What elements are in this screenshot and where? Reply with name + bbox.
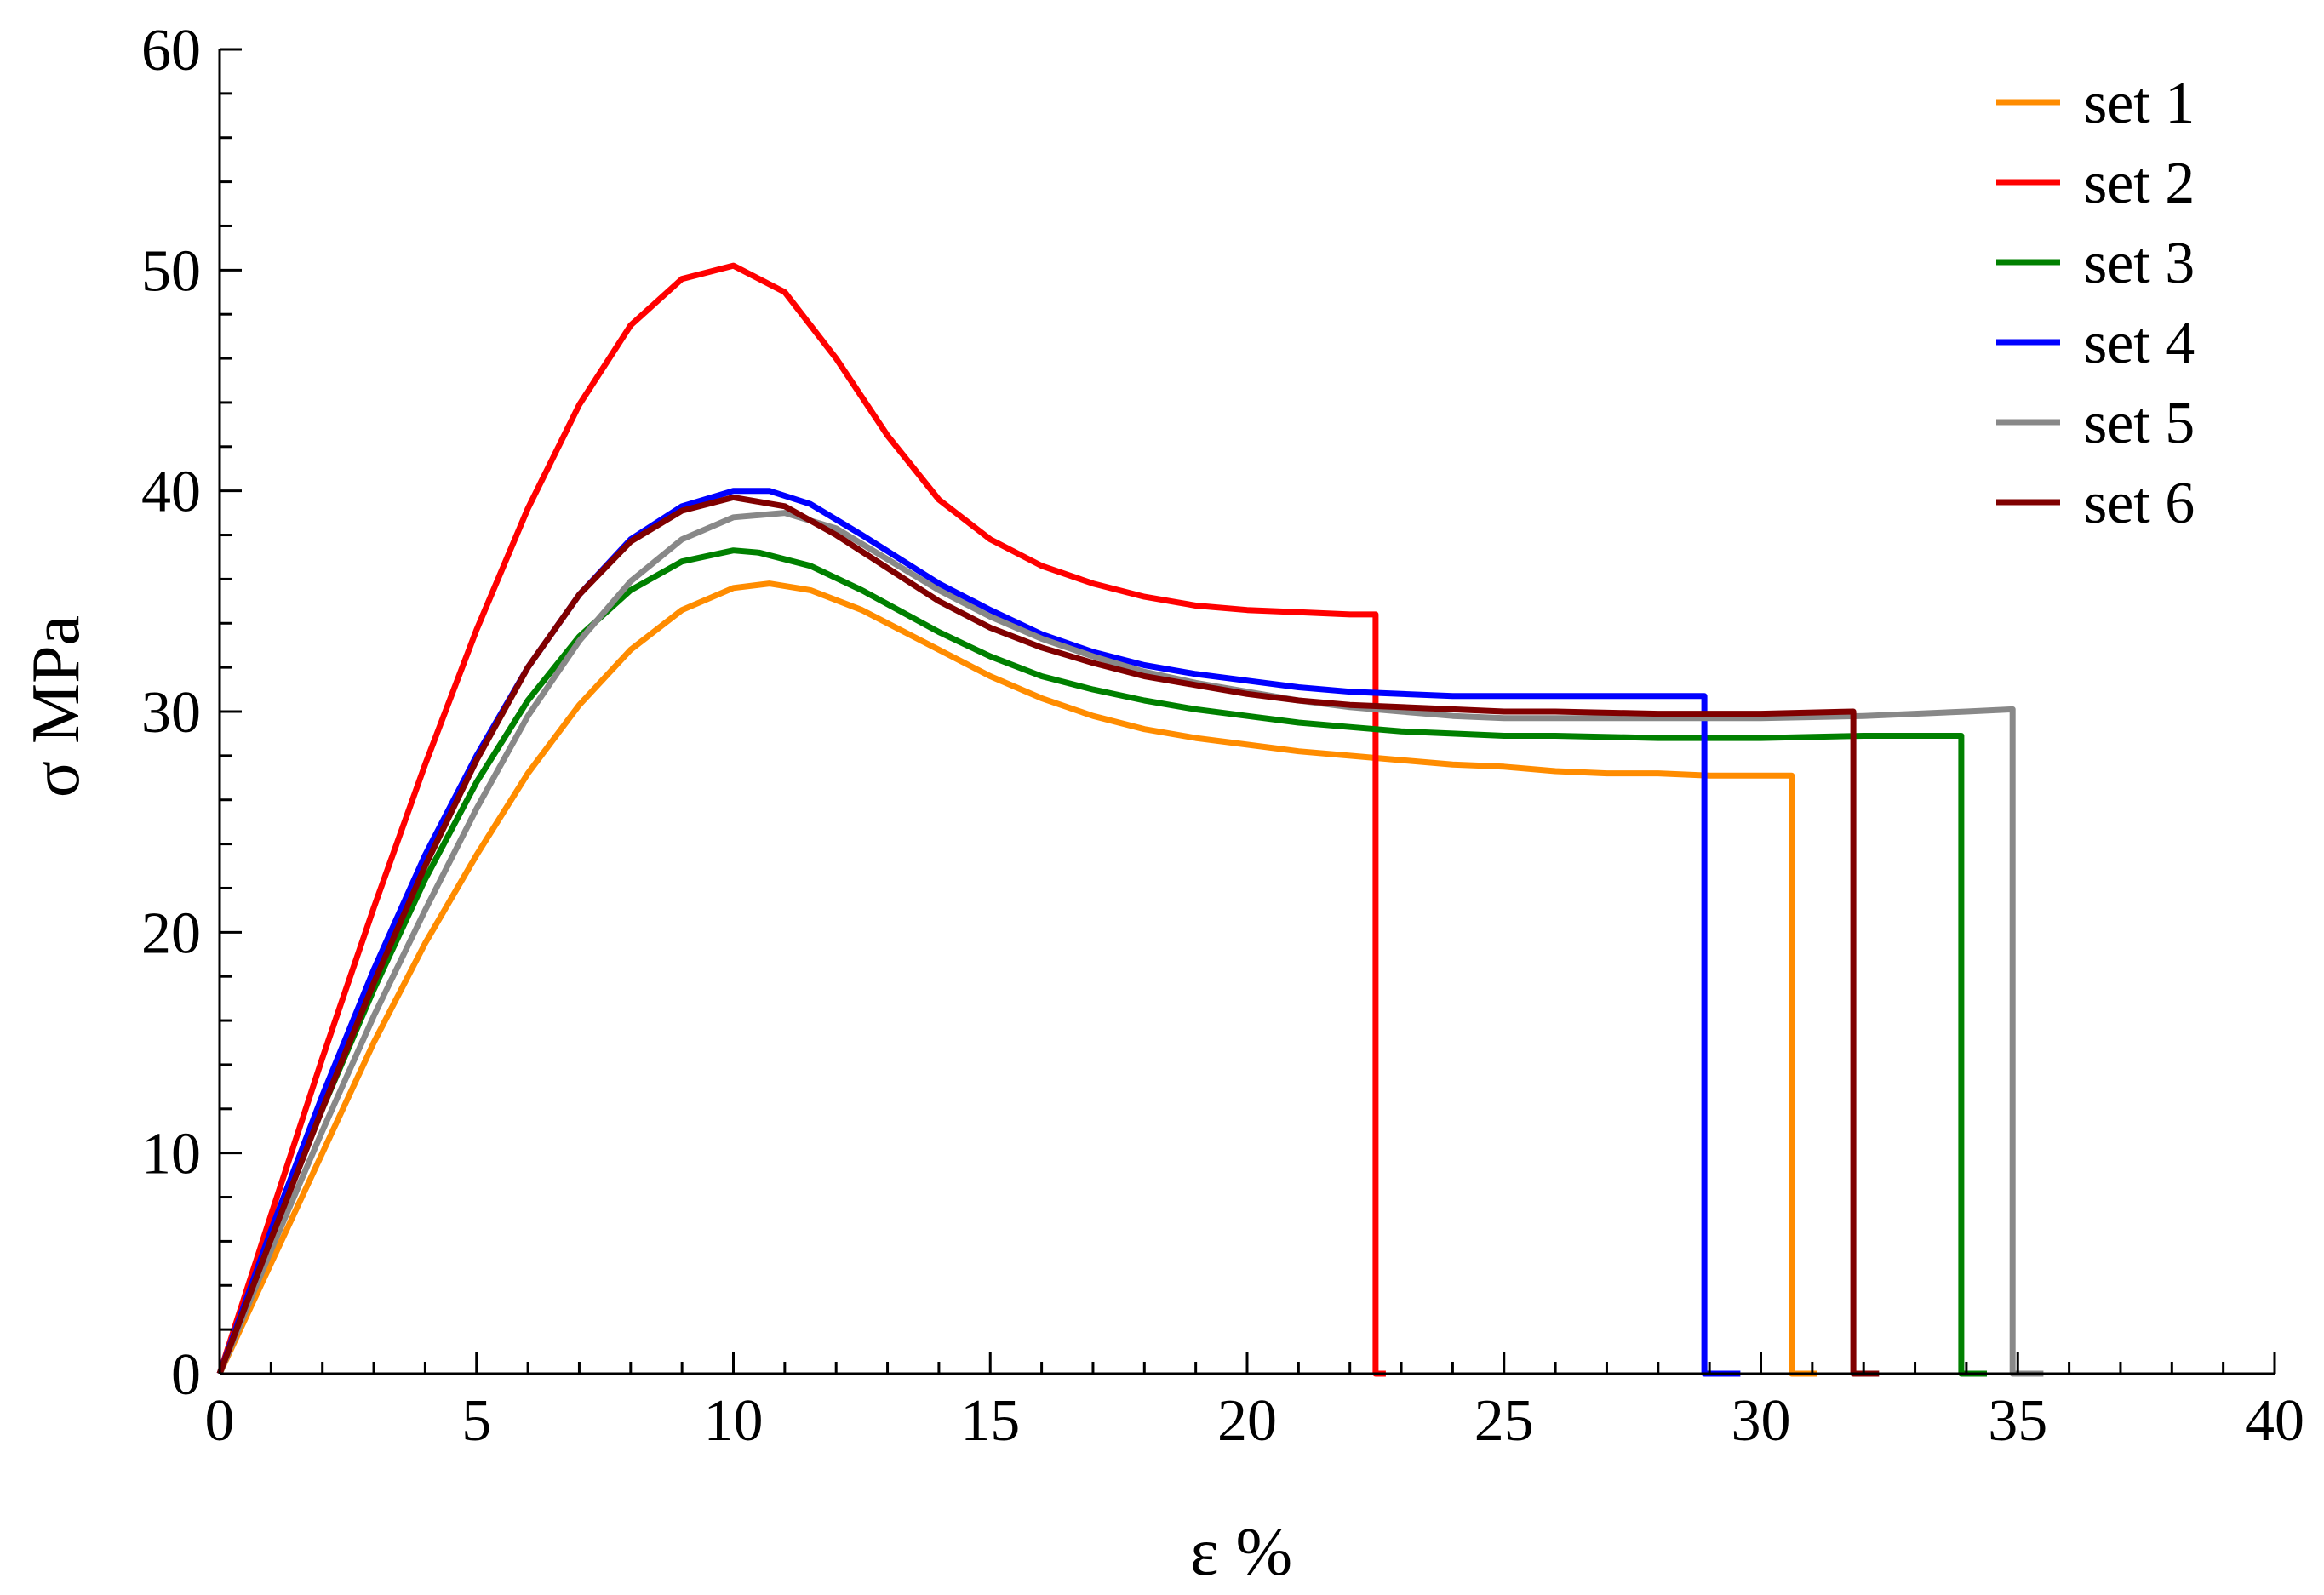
y-tick-label: 50 — [141, 238, 201, 304]
legend-label-set-3: set 3 — [2084, 231, 2195, 296]
y-tick-label: 60 — [141, 18, 201, 83]
axes: 0 5 10 15 20 25 30 35 40 0 10 20 30 40 50 60 — [141, 18, 2304, 1454]
x-tick-label: 25 — [1474, 1388, 1534, 1454]
x-tick-label: 5 — [461, 1388, 491, 1454]
x-axis-title: ε % — [1190, 1515, 1292, 1590]
x-tick-label: 30 — [1732, 1388, 1791, 1454]
x-tick-label: 0 — [205, 1388, 235, 1454]
legend: set 1 set 2 set 3 set 4 set 5 set 6 — [1996, 71, 2195, 536]
series-line-set-6 — [216, 494, 1880, 1377]
legend-label-set-5: set 5 — [2084, 391, 2195, 456]
legend-label-set-1: set 1 — [2084, 71, 2195, 136]
series-layer — [216, 262, 2044, 1377]
x-tick-label: 35 — [1988, 1388, 2047, 1454]
x-tick-label: 20 — [1217, 1388, 1277, 1454]
series-line-set-3 — [216, 547, 1987, 1377]
x-tick-label: 10 — [704, 1388, 764, 1454]
y-tick-label: 10 — [141, 1122, 201, 1187]
series-line-set-2 — [216, 262, 1386, 1377]
y-tick-label: 40 — [141, 460, 201, 525]
legend-label-set-4: set 4 — [2084, 311, 2195, 376]
series-line-set-5 — [216, 510, 2044, 1377]
legend-label-set-2: set 2 — [2084, 151, 2195, 216]
y-axis-title: σ MPa — [19, 615, 94, 798]
x-tick-label: 40 — [2245, 1388, 2304, 1454]
x-tick-label: 15 — [960, 1388, 1020, 1454]
series-line-set-1 — [216, 580, 1817, 1377]
y-tick-label: 0 — [171, 1342, 201, 1408]
legend-label-set-6: set 6 — [2084, 471, 2195, 536]
y-tick-label: 20 — [141, 900, 201, 966]
y-tick-label: 30 — [141, 680, 201, 746]
